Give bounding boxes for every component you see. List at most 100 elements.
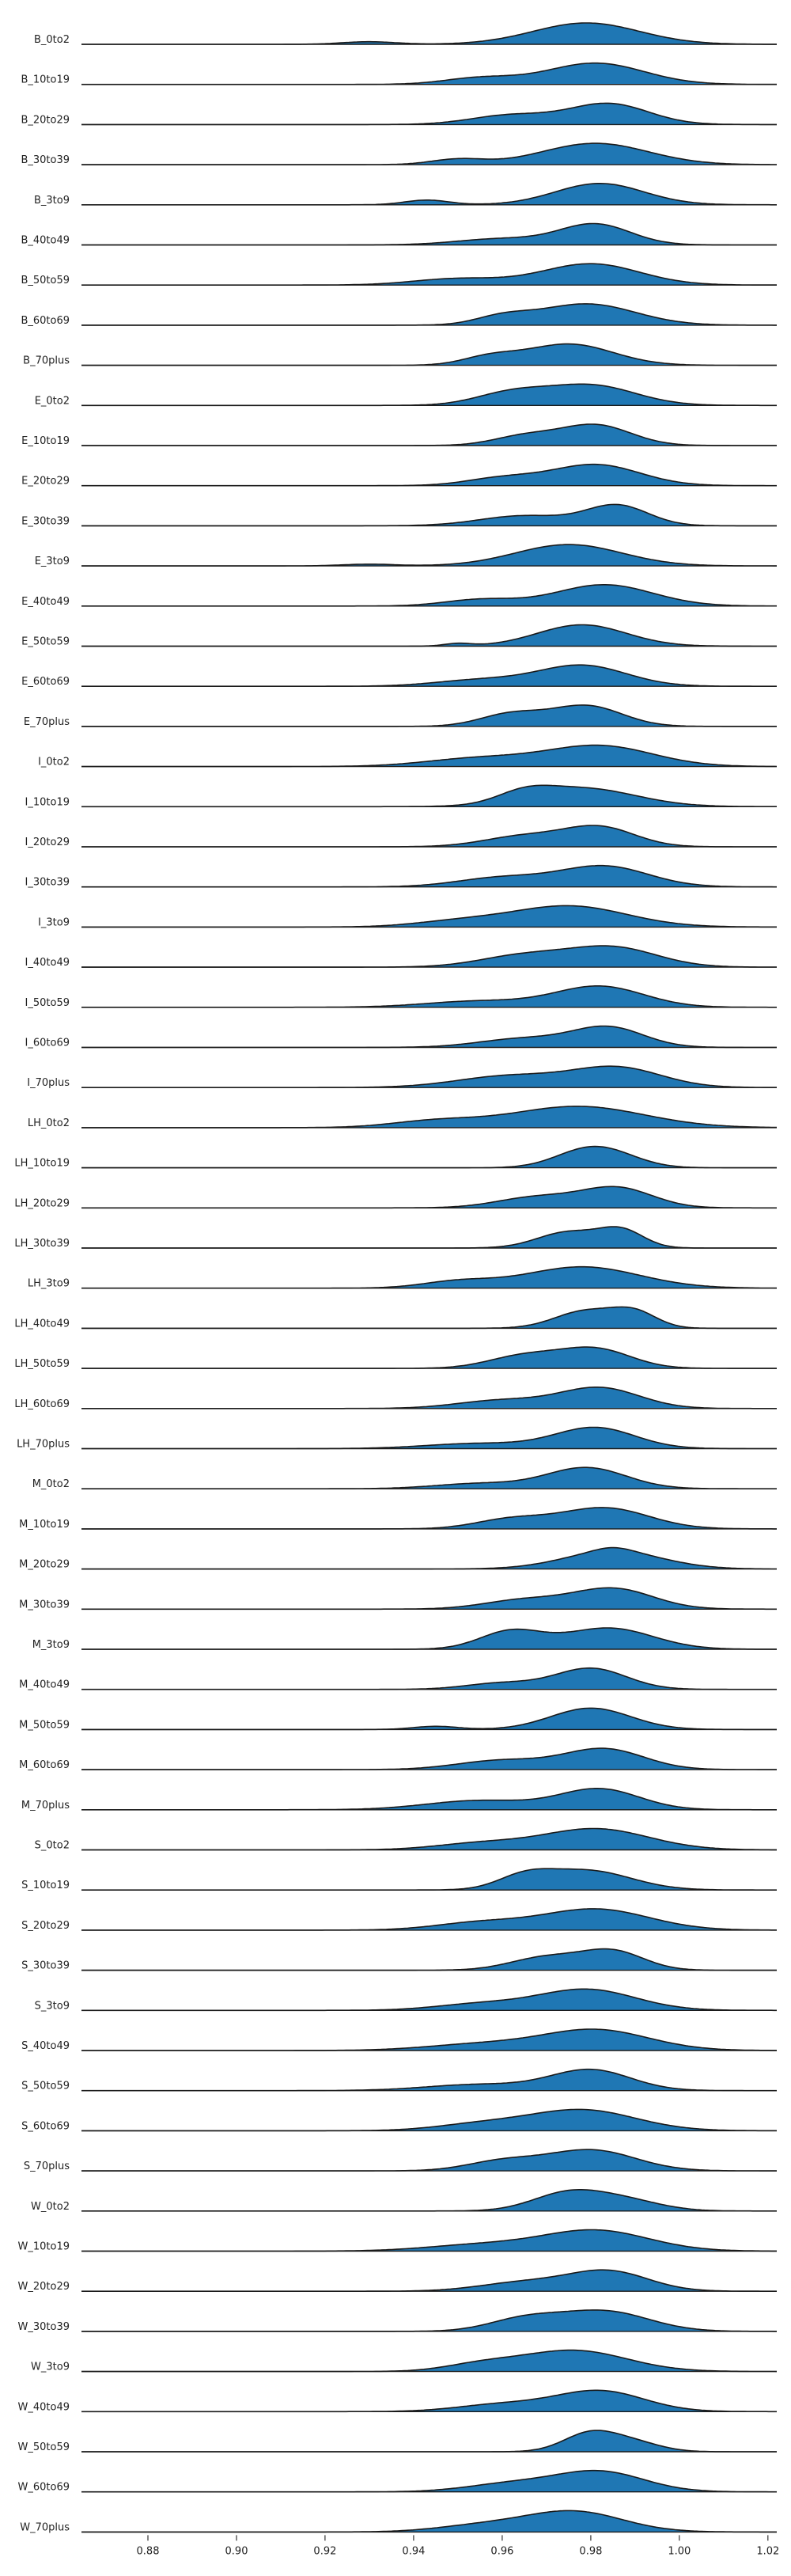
ridge-area-S_10to19	[81, 1868, 777, 1891]
ridge-outline-I_20to29	[81, 825, 777, 848]
row-label: W_10to19	[18, 2241, 70, 2253]
ridge-row: W_70plus	[20, 2510, 777, 2533]
ridge-area-W_0to2	[81, 2189, 777, 2211]
row-label: E_10to19	[21, 435, 70, 447]
ridge-row: LH_60to69	[14, 1387, 777, 1410]
ridge-outline-LH_50to59	[81, 1346, 777, 1369]
ridge-area-S_0to2	[81, 1828, 777, 1850]
row-label: B_60to69	[21, 315, 70, 327]
ridge-row: I_10to19	[25, 784, 777, 808]
ridge-outline-M_40to49	[81, 1667, 777, 1690]
row-label: W_0to2	[31, 2201, 70, 2213]
x-tick-label: 0.96	[490, 2545, 513, 2557]
ridge-row: B_70plus	[23, 343, 777, 367]
ridge-area-I_50to59	[81, 985, 777, 1007]
row-label: LH_20to29	[14, 1197, 70, 1209]
ridge-area-E_0to2	[81, 384, 777, 406]
ridge-area-S_50to59	[81, 2069, 777, 2091]
row-label: M_50to59	[19, 1719, 70, 1731]
row-label: LH_3to9	[28, 1278, 70, 1290]
ridge-outline-W_50to59	[81, 2430, 777, 2453]
row-label: W_60to69	[18, 2482, 70, 2494]
row-label: M_3to9	[32, 1639, 70, 1651]
ridge-row: M_10to19	[19, 1507, 777, 1531]
row-label: W_50to59	[18, 2441, 70, 2453]
row-label: M_40to49	[19, 1679, 70, 1691]
ridge-area-W_30to39	[81, 2309, 777, 2331]
ridge-row: S_40to49	[21, 2028, 777, 2052]
ridge-area-W_10to19	[81, 2229, 777, 2252]
row-label: S_10to19	[21, 1880, 70, 1891]
ridge-row: I_60to69	[25, 1025, 777, 1049]
ridge-outline-E_3to9	[81, 544, 777, 567]
row-label: B_40to49	[21, 235, 70, 247]
ridge-rows: B_0to2 B_10to19 B_20to29 B_30to39 B_3to9 B_40…	[14, 22, 778, 2533]
ridge-area-M_20to29	[81, 1547, 777, 1569]
ridge-outline-E_0to2	[81, 383, 777, 407]
row-label: E_20to29	[21, 476, 70, 488]
ridge-row: E_10to19	[21, 423, 777, 447]
row-label: E_60to69	[21, 676, 70, 688]
row-label: E_50to59	[21, 636, 70, 648]
row-label: LH_50to59	[14, 1358, 70, 1370]
ridge-row: S_50to59	[21, 2068, 777, 2092]
ridge-area-M_50to59	[81, 1708, 777, 1730]
ridge-row: LH_3to9	[28, 1265, 777, 1290]
ridge-row: I_3to9	[38, 905, 777, 928]
ridge-row: B_50to59	[21, 263, 777, 286]
ridge-area-M_0to2	[81, 1467, 777, 1489]
ridge-row: S_20to29	[21, 1908, 777, 1932]
x-tick-label: 0.92	[313, 2545, 336, 2557]
ridge-row: LH_40to49	[14, 1306, 777, 1330]
ridge-row: W_3to9	[31, 2349, 778, 2373]
row-label: S_70plus	[24, 2161, 70, 2172]
row-label: B_50to59	[21, 275, 70, 286]
row-label: M_20to29	[19, 1559, 70, 1571]
ridge-area-W_70plus	[81, 2510, 777, 2532]
ridge-row: W_60to69	[18, 2469, 777, 2494]
ridge-area-W_50to59	[81, 2430, 777, 2452]
ridge-area-E_50to59	[81, 624, 777, 647]
ridge-area-E_10to19	[81, 424, 777, 446]
row-label: B_20to29	[21, 114, 70, 126]
row-label: W_40to49	[18, 2401, 70, 2413]
ridge-row: W_20to29	[18, 2269, 777, 2293]
row-label: S_50to59	[21, 2081, 70, 2092]
ridge-row: S_70plus	[24, 2149, 777, 2172]
ridge-row: E_30to39	[21, 503, 777, 527]
ridge-outline-S_70plus	[81, 2149, 777, 2172]
row-label: I_20to29	[25, 837, 70, 848]
ridge-row: E_20to29	[21, 463, 777, 488]
ridge-area-B_30to39	[81, 143, 777, 165]
ridge-row: I_20to29	[25, 825, 777, 848]
ridge-outline-S_10to19	[81, 1868, 777, 1891]
ridge-area-M_60to69	[81, 1748, 777, 1770]
ridge-area-M_40to49	[81, 1667, 777, 1690]
ridge-outline-E_10to19	[81, 423, 777, 446]
x-tick-label: 0.88	[137, 2545, 160, 2557]
row-label: I_60to69	[25, 1038, 70, 1049]
row-label: W_70plus	[20, 2521, 70, 2533]
row-label: E_0to2	[35, 395, 70, 407]
ridge-area-E_3to9	[81, 544, 777, 567]
ridge-area-W_3to9	[81, 2350, 777, 2372]
ridge-area-I_10to19	[81, 785, 777, 807]
x-axis: 0.88 0.90 0.92 0.94 0.96 0.98 1.00 1.02	[137, 2535, 779, 2557]
ridge-row: W_0to2	[31, 2189, 777, 2213]
row-label: W_20to29	[18, 2281, 70, 2293]
ridge-area-I_40to49	[81, 946, 777, 968]
ridge-outline-LH_30to39	[81, 1226, 777, 1249]
row-label: I_30to39	[25, 877, 70, 889]
ridge-area-S_60to69	[81, 2109, 777, 2131]
ridge-row: B_3to9	[34, 183, 777, 207]
ridge-row: W_50to59	[18, 2430, 777, 2453]
row-label: S_60to69	[21, 2120, 70, 2132]
row-label: I_50to59	[25, 997, 70, 1009]
row-label: S_20to29	[21, 1920, 70, 1932]
row-label: W_30to39	[18, 2321, 70, 2333]
row-label: E_30to39	[21, 515, 70, 527]
ridge-area-B_70plus	[81, 343, 777, 366]
ridge-area-E_70plus	[81, 704, 777, 727]
row-label: M_30to39	[19, 1599, 70, 1610]
ridge-area-LH_50to59	[81, 1347, 777, 1369]
